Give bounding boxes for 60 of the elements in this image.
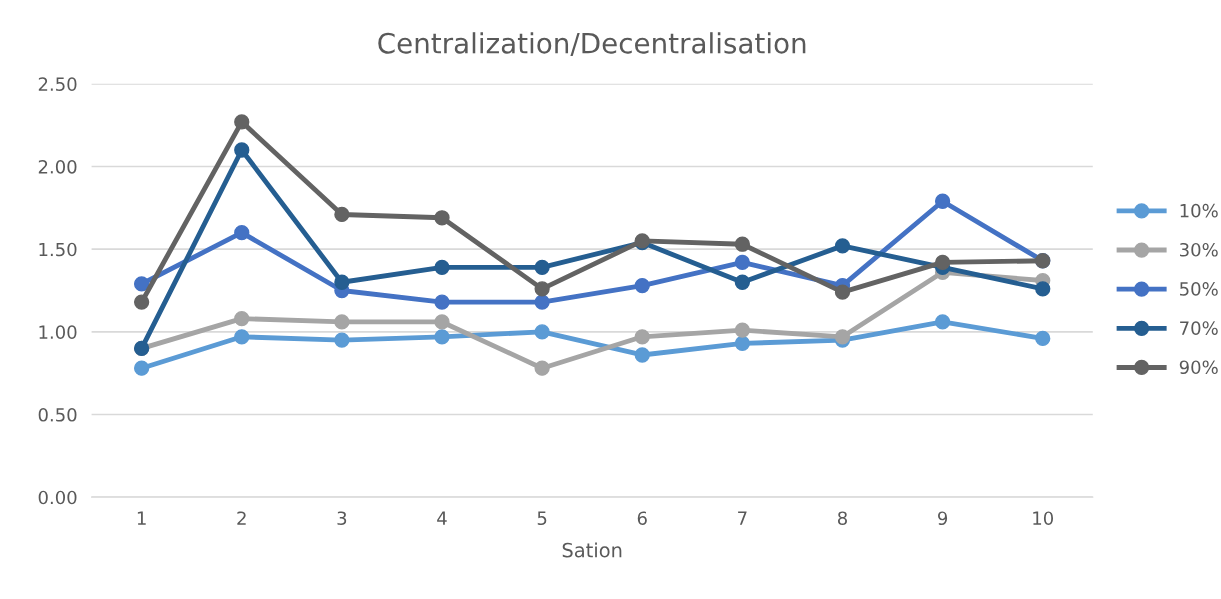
y-tick-label: 1.00	[39, 325, 77, 339]
chart-title: Centralization/Decentralisation	[378, 32, 806, 56]
x-tick-label: 1	[137, 511, 146, 525]
y-tick-label: 0.50	[38, 407, 77, 422]
point	[734, 322, 751, 338]
point	[434, 210, 450, 226]
legend-label: 30%	[1180, 242, 1218, 257]
point	[934, 254, 951, 271]
x-tick-label: 8	[837, 511, 847, 526]
point	[734, 274, 751, 290]
point	[534, 294, 550, 310]
x-tick-label: 6	[637, 511, 647, 526]
x-tick-label: 7	[738, 511, 747, 525]
point	[234, 114, 250, 130]
point	[634, 329, 650, 345]
x-tick-label: 2	[237, 511, 246, 525]
point	[934, 193, 951, 209]
point	[434, 294, 450, 310]
x-tick-label: 9	[938, 511, 948, 526]
point	[634, 277, 650, 294]
point	[334, 206, 350, 223]
point	[234, 225, 250, 241]
x-tick-label: 5	[537, 511, 547, 526]
point	[534, 281, 550, 297]
point	[734, 335, 751, 352]
x-tick-label: 10	[1033, 511, 1054, 526]
point	[133, 360, 150, 376]
point	[834, 238, 851, 254]
point	[634, 347, 650, 363]
point	[133, 276, 150, 292]
point	[334, 314, 350, 330]
point	[934, 314, 951, 330]
point	[234, 329, 250, 345]
point	[534, 360, 550, 376]
point	[1035, 281, 1051, 297]
point	[734, 236, 751, 252]
point	[534, 324, 550, 340]
point	[133, 294, 150, 310]
point	[434, 314, 450, 330]
legend-label: 10%	[1180, 203, 1218, 218]
y-tick-label: 0.00	[38, 490, 77, 505]
point	[234, 142, 250, 158]
legend-label: 70%	[1180, 321, 1218, 335]
point	[434, 259, 450, 276]
y-tick-label: 2.00	[38, 159, 77, 174]
legend-label: 90%	[1179, 360, 1218, 375]
point	[234, 310, 250, 327]
x-tick-label: 4	[437, 511, 447, 525]
point	[734, 254, 751, 271]
legend-label: 50%	[1180, 282, 1218, 296]
y-tick-label: 1.50	[39, 242, 77, 257]
point	[334, 332, 350, 348]
point	[334, 274, 350, 290]
x-axis-title: Sation	[562, 542, 622, 558]
y-tick-label: 2.50	[38, 77, 77, 91]
x-tick-label: 3	[337, 511, 347, 526]
point	[1035, 330, 1051, 347]
point	[534, 259, 550, 276]
point	[834, 284, 851, 300]
point	[434, 329, 450, 345]
